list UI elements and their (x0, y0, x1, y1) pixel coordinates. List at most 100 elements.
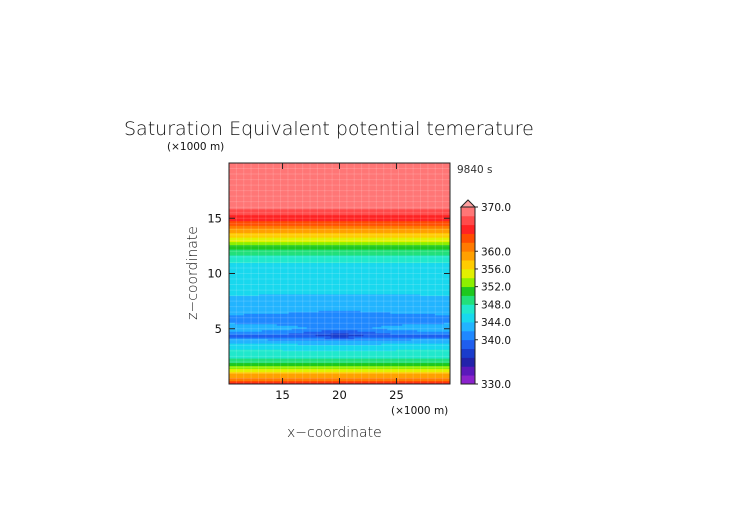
colorbar-segment (461, 348, 475, 358)
contour-cell (229, 373, 450, 376)
contour-cell (229, 171, 450, 175)
x-unit-label: (×1000 m) (391, 405, 448, 417)
colorbar-tick-label: 360.0 (481, 246, 511, 258)
contour-cell (229, 216, 450, 219)
contour-cell (229, 272, 450, 275)
contour-cell (318, 310, 361, 313)
contour-cell (229, 331, 305, 334)
contour-cell (229, 263, 450, 266)
contour-cell (229, 191, 450, 194)
contour-cell (229, 369, 450, 372)
contour-cell (229, 204, 450, 207)
contour-cell (229, 269, 450, 272)
contour-cell (229, 370, 450, 373)
contour-cell (229, 251, 450, 254)
contour-cell (229, 295, 450, 298)
colorbar-tick-label: 356.0 (481, 264, 511, 276)
contour-cell (229, 192, 450, 195)
contour-cell (229, 319, 450, 322)
contour-cell (229, 206, 450, 209)
colorbar-segment (461, 215, 475, 226)
y-axis-label: z−coordinate (185, 226, 201, 320)
x-tick-label: 15 (275, 388, 290, 402)
contour-cell (229, 240, 450, 243)
colorbar: 370.0 360.0 356.0 352.0 348.0 344.0 340.0 330.0 (459, 199, 511, 391)
contour-cell (229, 170, 450, 173)
contour-cell (229, 255, 450, 258)
contour-cell (229, 270, 450, 273)
colorbar-segment (461, 322, 475, 332)
contour-cell (229, 231, 450, 234)
contour-cell (229, 221, 450, 224)
contour-cell (229, 358, 450, 361)
contour-cell (229, 282, 450, 285)
contour-cell (229, 200, 450, 203)
contour-cell (229, 254, 450, 257)
contour-cell (303, 331, 376, 334)
contour-cell (229, 180, 450, 184)
contour-cell (354, 337, 450, 340)
contour-cell (229, 248, 450, 251)
contour-cell (229, 322, 236, 325)
contour-cell (229, 340, 450, 343)
contour-cell (229, 288, 450, 291)
contour-cell (229, 336, 332, 339)
contour-cell (229, 173, 450, 176)
contour-cell (261, 330, 323, 333)
contour-cell (229, 224, 450, 227)
chart-title: Saturation Equivalent potential temeratu… (124, 118, 534, 140)
contour-cell (229, 257, 450, 260)
contour-cell (229, 349, 284, 352)
contour-cell (435, 313, 450, 316)
contour-cell (229, 321, 450, 324)
plot-area (229, 163, 450, 384)
contour-cell (229, 233, 450, 236)
contour-cell (381, 325, 450, 328)
contour-cell (229, 186, 450, 189)
contour-cell (229, 246, 450, 249)
contour-cell (229, 197, 450, 200)
colorbar-segment (461, 260, 475, 270)
contour-cell (229, 355, 450, 358)
contour-cell (229, 325, 299, 328)
contour-cell (297, 325, 382, 328)
grid-overlay (229, 163, 450, 384)
contour-cell (229, 252, 450, 255)
colorbar-segment (461, 277, 475, 288)
contour-cell (321, 330, 359, 333)
colorbar-tick-label: 330.0 (481, 379, 511, 391)
contour-cell (282, 349, 397, 352)
contour-cell (229, 237, 450, 240)
contour-cell (229, 179, 450, 182)
contour-cell (229, 185, 450, 188)
contour-cell (375, 331, 450, 334)
contour-cell (243, 313, 436, 316)
contour-cell (229, 210, 450, 213)
colorbar-segment (461, 251, 475, 261)
colorbar-tick-label: 344.0 (481, 317, 511, 329)
contour-cell (229, 357, 450, 360)
contour-cell (229, 291, 450, 294)
contour-cell (229, 294, 260, 297)
colorbar-segment (461, 304, 475, 314)
contour-cell (229, 219, 450, 222)
contour-cell (229, 309, 450, 312)
contour-cell (229, 230, 450, 233)
contour-cell (229, 375, 450, 378)
contour-cell (229, 292, 450, 295)
contour-cell (229, 348, 450, 351)
contour-cell (396, 349, 450, 352)
contour-cell (229, 300, 450, 303)
contour-cell (229, 364, 450, 367)
colorbar-segment (461, 286, 475, 296)
contour-cell (229, 176, 450, 179)
contour-cell (229, 225, 450, 228)
contour-cell (229, 218, 450, 221)
contour-cell (229, 289, 450, 293)
contour-cell (229, 266, 450, 269)
contour-cell (229, 207, 450, 210)
colorbar-segment (461, 357, 475, 367)
x-tick-label: 20 (332, 388, 347, 402)
contour-cell (229, 303, 450, 306)
